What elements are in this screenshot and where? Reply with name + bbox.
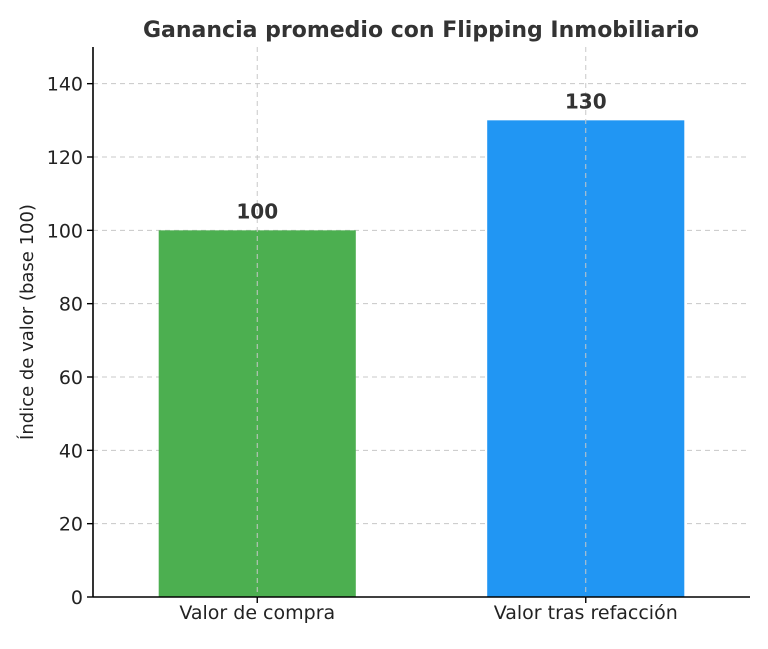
data-label: 100 bbox=[236, 199, 278, 223]
y-tick-label: 140 bbox=[47, 74, 83, 96]
y-tick-label: 0 bbox=[71, 587, 83, 609]
y-tick-label: 120 bbox=[47, 147, 83, 169]
y-tick-label: 40 bbox=[59, 440, 83, 462]
x-tick-label: Valor tras refacción bbox=[494, 602, 678, 624]
x-tick-label: Valor de compra bbox=[179, 602, 335, 624]
tick-labels: 0 20 40 60 80 100 120 140 Valor de compra Valor t… bbox=[47, 74, 678, 624]
y-tick-label: 60 bbox=[59, 367, 83, 389]
y-axis-label: Índice de valor (base 100) bbox=[16, 204, 38, 440]
bars bbox=[158, 120, 685, 598]
y-tick-label: 100 bbox=[47, 220, 83, 242]
y-tick-label: 80 bbox=[59, 294, 83, 316]
axes bbox=[87, 47, 750, 603]
y-tick-label: 20 bbox=[59, 514, 83, 536]
vertical-grid-lines bbox=[256, 47, 587, 597]
data-labels: 100 130 bbox=[236, 89, 606, 223]
data-label: 130 bbox=[565, 89, 607, 113]
chart-title: Ganancia promedio con Flipping Inmobilia… bbox=[143, 18, 699, 43]
